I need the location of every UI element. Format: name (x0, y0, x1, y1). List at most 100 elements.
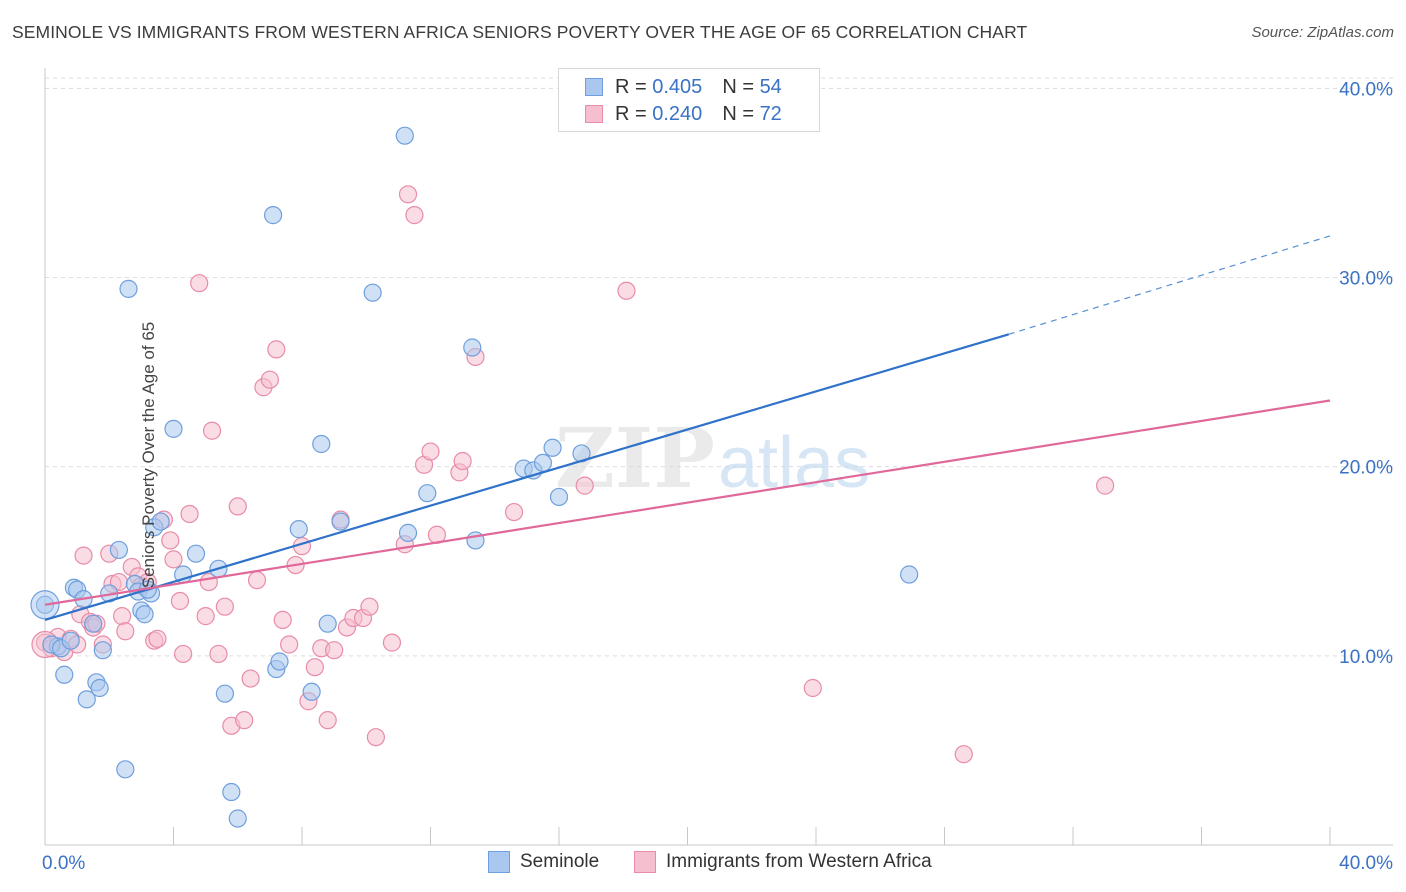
legend-row-seminole: R = 0.405 N = 54 (585, 74, 782, 100)
wa-point (235, 711, 254, 730)
wa-point (74, 546, 93, 565)
r-label: R = (615, 75, 647, 98)
wa-r-value: 0.240 (652, 102, 703, 125)
wa-legend-label: Immigrants from Western Africa (666, 851, 932, 872)
seminole-point (263, 206, 283, 225)
wa-point (366, 728, 385, 747)
wa-point (954, 745, 973, 764)
seminole-point (93, 641, 112, 660)
wa-point (228, 497, 247, 516)
wa-point (260, 370, 279, 389)
legend-item-wa: Immigrants from Western Africa (634, 851, 932, 873)
seminole-point (61, 631, 80, 650)
correlation-legend: R = 0.405 N = 54 R = 0.240 N = 72 (558, 68, 820, 132)
wa-point (164, 550, 183, 569)
wa-point (190, 274, 209, 293)
seminole-trend-line (44, 333, 1010, 621)
gridlines (45, 77, 1393, 657)
y-tick-label: 40.0% (1339, 79, 1393, 100)
wa-point (453, 451, 472, 471)
seminole-point (116, 760, 135, 779)
seminole-point (900, 565, 919, 584)
wa-point (241, 669, 260, 688)
seminole-legend-label: Seminole (520, 851, 600, 872)
wa-point (1096, 476, 1115, 495)
wa-point (174, 644, 193, 664)
seminole-point (55, 665, 74, 684)
seminole-point (363, 283, 382, 302)
wa-point (280, 635, 299, 654)
wa-point (398, 185, 418, 204)
seminole-point (302, 682, 321, 701)
seminole-point (533, 453, 553, 473)
r-label: R = (615, 102, 647, 125)
seminole-point (463, 338, 482, 357)
seminole-point (151, 512, 170, 531)
seminole-point (84, 614, 103, 633)
n-label: N = (722, 102, 754, 125)
seminole-trend-extension (1008, 235, 1331, 335)
seminole-point (222, 782, 241, 802)
y-tick-label: 20.0% (1339, 458, 1393, 479)
wa-point (360, 597, 379, 616)
wa-point (116, 622, 135, 641)
wa-point (209, 644, 228, 664)
seminole-point (395, 126, 414, 145)
wa-point (405, 206, 424, 225)
wa-point (196, 607, 215, 626)
wa-point (318, 711, 337, 730)
y-tick-label: 30.0% (1339, 269, 1393, 290)
wa-point (325, 641, 344, 660)
wa-point (112, 607, 132, 626)
wa-legend-swatch (634, 851, 656, 873)
wa-point (305, 658, 324, 677)
y-axis-label: Seniors Poverty Over the Age of 65 (139, 321, 159, 589)
wa-point (617, 281, 636, 300)
wa-point (180, 504, 199, 524)
wa-point (803, 678, 822, 698)
trend-lines (44, 235, 1331, 621)
legend-row-wa: R = 0.240 N = 72 (585, 101, 782, 127)
seminole-point (186, 544, 206, 563)
seminole-swatch (585, 78, 603, 96)
seminole-point (228, 809, 247, 828)
watermark: ZIP atlas (555, 411, 870, 507)
seminole-point (549, 487, 569, 507)
wa-point (382, 633, 402, 652)
source-credit: Source: ZipAtlas.com (1251, 24, 1394, 41)
seminole-point (289, 520, 308, 539)
seminole-point (109, 540, 128, 560)
wa-point (273, 610, 292, 630)
wa-point (575, 476, 594, 495)
seminole-n-value: 54 (759, 75, 782, 98)
watermark-text: atlas (718, 423, 870, 503)
seminole-r-value: 0.405 (652, 75, 703, 98)
x-tick-label: 0.0% (42, 853, 85, 874)
seminole-point (77, 690, 96, 709)
seminole-point (164, 419, 183, 438)
seminole-point (331, 512, 350, 531)
wa-swatch (585, 105, 603, 123)
seminole-point (418, 484, 437, 503)
seminole-point (312, 434, 331, 454)
wa-point (215, 597, 234, 616)
tick-labels: 10.0% 20.0% 30.0% 40.0% 0.0% 40.0% (42, 79, 1393, 874)
seminole-point (270, 652, 289, 671)
x-tick-label: 40.0% (1339, 853, 1393, 874)
wa-point (161, 531, 180, 550)
seminole-point (215, 684, 234, 703)
wa-point (504, 502, 524, 522)
wa-point (247, 571, 267, 590)
seminole-point (543, 438, 562, 457)
wa-point (202, 421, 222, 440)
seminole-point (398, 523, 418, 542)
series-legend: Seminole Immigrants from Western Africa (0, 851, 1406, 879)
wa-point (421, 442, 440, 461)
wa-point (267, 340, 286, 359)
chart-title: SEMINOLE VS IMMIGRANTS FROM WESTERN AFRI… (12, 22, 1028, 42)
wa-n-value: 72 (759, 102, 782, 125)
wa-trend-line (44, 399, 1331, 606)
seminole-point (135, 605, 154, 624)
seminole-point (318, 614, 337, 633)
